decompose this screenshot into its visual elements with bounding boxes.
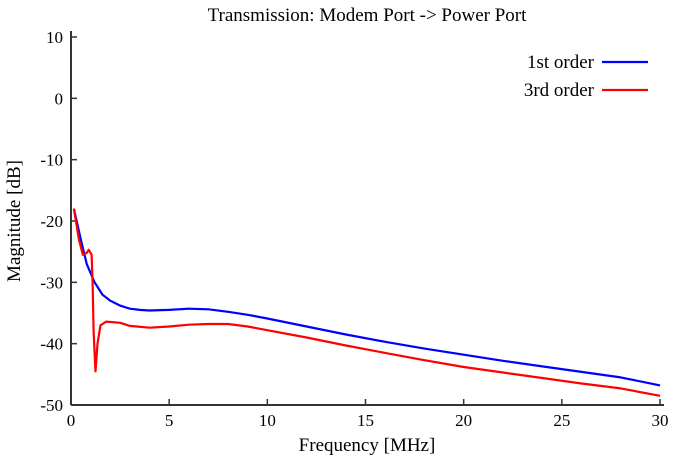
x-axis-label: Frequency [MHz]	[299, 435, 436, 456]
series-group	[72, 208, 661, 397]
y-axis-label: Magnitude [dB]	[4, 160, 25, 282]
chart-title: Transmission: Modem Port -> Power Port	[208, 5, 528, 26]
x-tick-label: 20	[455, 411, 472, 430]
x-tick-label: 10	[259, 411, 276, 430]
axes: 0 5 10 15 20 25 30 10 0 -10 -20 -30 -40 -50	[40, 28, 668, 430]
x-tick-label: 5	[165, 411, 174, 430]
y-tick-label: 10	[46, 28, 63, 47]
y-tick-label: -30	[40, 273, 63, 292]
x-tick-label: 25	[553, 411, 570, 430]
series-line-1	[72, 208, 661, 387]
series-line-2	[72, 208, 661, 397]
legend-label: 1st order	[527, 52, 595, 73]
legend-label: 3rd order	[524, 80, 595, 101]
x-tick-label: 15	[357, 411, 374, 430]
y-tick-label: -50	[40, 396, 63, 415]
y-tick-label: -10	[40, 151, 63, 170]
y-tick-label: -40	[40, 335, 63, 354]
x-tick-label: 30	[652, 411, 669, 430]
y-tick-label: 0	[55, 89, 64, 108]
y-tick-label: -20	[40, 212, 63, 231]
x-tick-label: 0	[67, 411, 76, 430]
legend: 1st order 3rd order	[524, 52, 648, 101]
